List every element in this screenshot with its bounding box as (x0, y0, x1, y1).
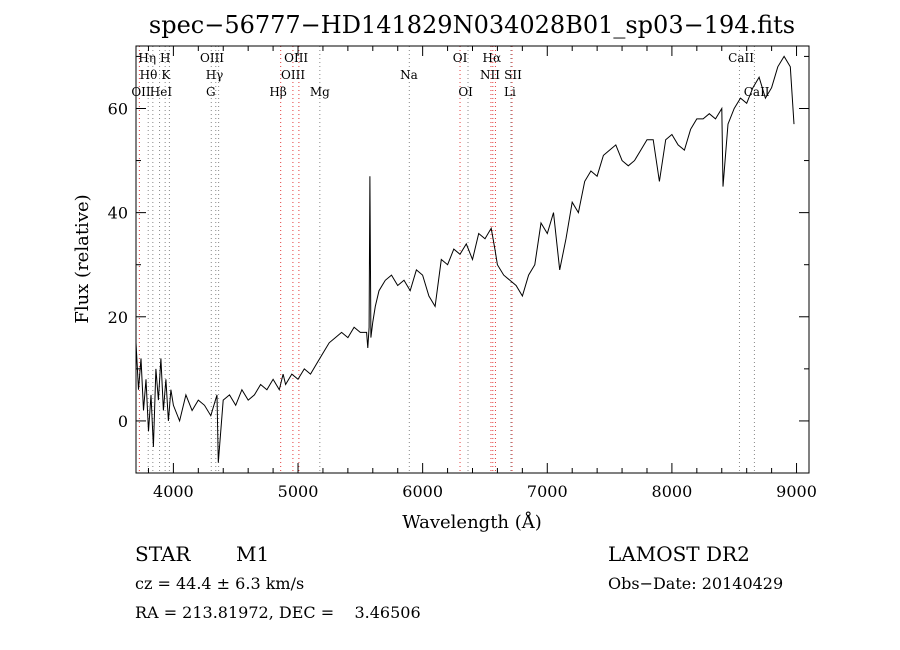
object-type: STAR (135, 542, 191, 566)
line-label-10: OIII (281, 68, 305, 82)
axis-ticks: 4000 5000 6000 7000 8000 9000 0 20 40 60 (108, 46, 817, 501)
x-tick-label-3: 7000 (527, 482, 568, 501)
line-label-19: OI (458, 85, 473, 99)
line-label-18: Mg (310, 85, 330, 99)
y-axis-label: Flux (relative) (72, 194, 93, 323)
x-tick-label-2: 6000 (402, 482, 443, 501)
line-label-11: Na (400, 68, 418, 82)
x-axis-label: Wavelength (Å) (402, 511, 542, 533)
line-label-0: Hη (138, 51, 156, 65)
spectrum-line (135, 55, 795, 463)
line-label-13: SII (504, 68, 522, 82)
x-tick-label-1: 5000 (278, 482, 319, 501)
y-tick-label-2: 40 (108, 204, 128, 223)
line-label-8: K (161, 68, 171, 82)
line-label-16: G (206, 85, 216, 99)
line-label-6: CaII (728, 51, 754, 65)
x-tick-label-0: 4000 (153, 482, 194, 501)
line-label-17: Hβ (269, 85, 286, 99)
line-label-9: Hγ (206, 68, 224, 82)
spectral-line-markers (138, 46, 755, 473)
line-label-12: NII (480, 68, 500, 82)
y-tick-label-0: 0 (118, 412, 128, 431)
line-label-2: OIII (200, 51, 224, 65)
line-label-1: H (160, 51, 170, 65)
line-label-21: CaII (744, 85, 770, 99)
line-label-20: Li (504, 85, 516, 99)
coordinates: RA = 213.81972, DEC = 3.46506 (135, 603, 421, 622)
observation-date: Obs−Date: 20140429 (608, 574, 784, 593)
line-label-3: OIII (284, 51, 308, 65)
line-label-7: Hθ (140, 68, 158, 82)
chart-title: spec−56777−HD141829N034028B01_sp03−194.f… (149, 11, 795, 39)
y-tick-label-1: 20 (108, 308, 128, 327)
survey-name: LAMOST DR2 (608, 542, 750, 566)
line-label-4: OI (453, 51, 468, 65)
y-tick-label-3: 60 (108, 99, 128, 118)
line-label-15: HeI (150, 85, 173, 99)
x-tick-label-4: 8000 (652, 482, 693, 501)
object-subclass: M1 (236, 542, 270, 566)
redshift-cz: cz = 44.4 ± 6.3 km/s (135, 574, 305, 593)
line-label-14: OII (131, 85, 151, 99)
line-label-5: Hα (483, 51, 502, 65)
x-tick-label-5: 9000 (776, 482, 817, 501)
